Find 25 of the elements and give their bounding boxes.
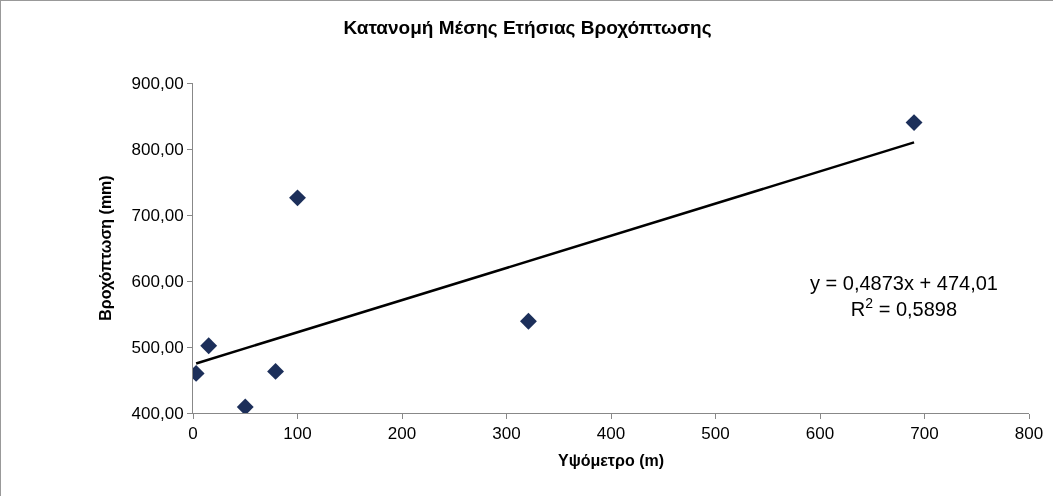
- point: [520, 312, 537, 330]
- y-tick-label: 700,00: [131, 205, 184, 225]
- y-axis-title: Βροχόπτωση (mm): [97, 175, 115, 321]
- x-tick-label: 100: [283, 424, 312, 444]
- point: [289, 189, 306, 207]
- x-tick-label: 300: [492, 424, 521, 444]
- x-tick-label: 800: [1014, 424, 1044, 444]
- x-tick-label: 0: [188, 424, 198, 444]
- annotation: y = 0,4873x + 474,01 R$^{2}$ = 0,5898: [810, 272, 998, 320]
- x-tick-label: 700: [910, 424, 939, 444]
- y-tick-label: 600,00: [131, 271, 184, 291]
- y-tick-label: 400,00: [131, 403, 184, 423]
- x-tick-label: 200: [387, 424, 417, 444]
- y-tick-label: 900,00: [131, 73, 184, 93]
- y-tick-label: 800,00: [131, 139, 184, 159]
- point: [236, 398, 254, 413]
- x-tick-label: 400: [596, 424, 626, 444]
- x-tick-label: 600: [805, 424, 835, 444]
- point: [267, 362, 285, 380]
- y-tick-label: 500,00: [131, 337, 184, 357]
- x-axis-title: Υψόμετρο (m): [557, 452, 665, 470]
- x-tick-label: 500: [701, 424, 730, 444]
- point: [200, 337, 218, 355]
- point: [905, 114, 923, 132]
- chart-title: Κατανομή Μέσης Ετήσιας Βροχόπτωσης: [343, 17, 712, 39]
